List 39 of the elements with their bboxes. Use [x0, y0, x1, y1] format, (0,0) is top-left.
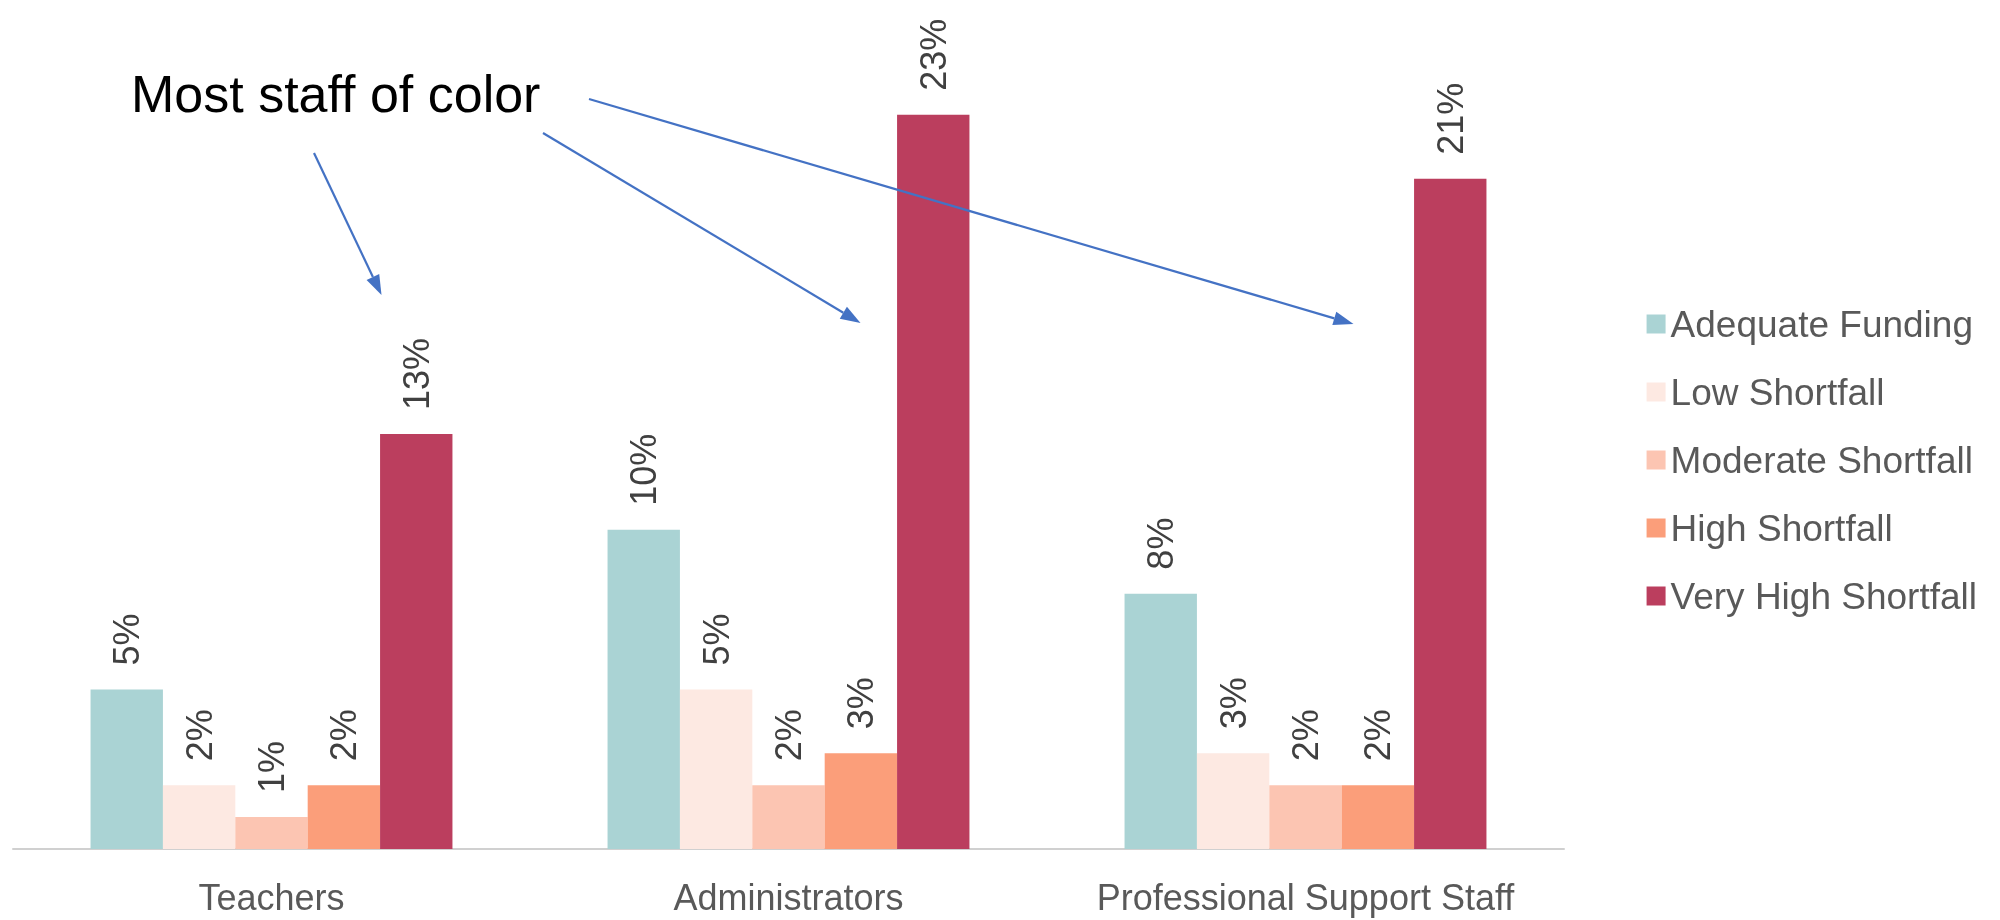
bar [824, 753, 898, 849]
data-label: 2% [1357, 709, 1399, 762]
bar [1269, 785, 1342, 849]
data-label: 10% [623, 433, 665, 506]
bar [1196, 753, 1270, 849]
bar [607, 529, 680, 849]
bar [380, 434, 453, 849]
legend-label: Low Shortfall [1670, 371, 1885, 413]
bar [752, 785, 825, 849]
bar [235, 817, 308, 849]
x-tick-label: Teachers [198, 876, 345, 918]
data-label: 1% [251, 741, 292, 794]
data-label: 2% [323, 709, 365, 762]
legend-label: Adequate Funding [1670, 303, 1973, 345]
x-tick-label: Administrators [673, 876, 904, 918]
data-label: 3% [1212, 677, 1254, 730]
bar [307, 785, 381, 849]
data-label: 23% [912, 18, 954, 91]
bar [1341, 785, 1415, 849]
bar [1414, 178, 1487, 849]
bar [162, 785, 236, 849]
data-label: 2% [178, 709, 220, 762]
data-label: 2% [768, 709, 809, 762]
data-label: 3% [840, 677, 882, 730]
data-label: 13% [395, 337, 437, 411]
bar [90, 689, 163, 849]
legend-label: High Shortfall [1670, 507, 1893, 549]
data-label: 5% [695, 613, 737, 666]
legend-label: Very High Shortfall [1670, 575, 1978, 617]
data-label: 21% [1429, 82, 1471, 155]
x-tick-label: Professional Support Staff [1096, 876, 1516, 918]
bar [897, 114, 970, 849]
data-label: 2% [1285, 709, 1326, 762]
data-label: 5% [106, 613, 148, 666]
data-label: 8% [1140, 517, 1182, 570]
bar [679, 689, 753, 849]
legend-label: Moderate Shortfall [1670, 439, 1973, 481]
bar [1124, 593, 1197, 849]
annotation: Most staff of color [131, 65, 541, 123]
